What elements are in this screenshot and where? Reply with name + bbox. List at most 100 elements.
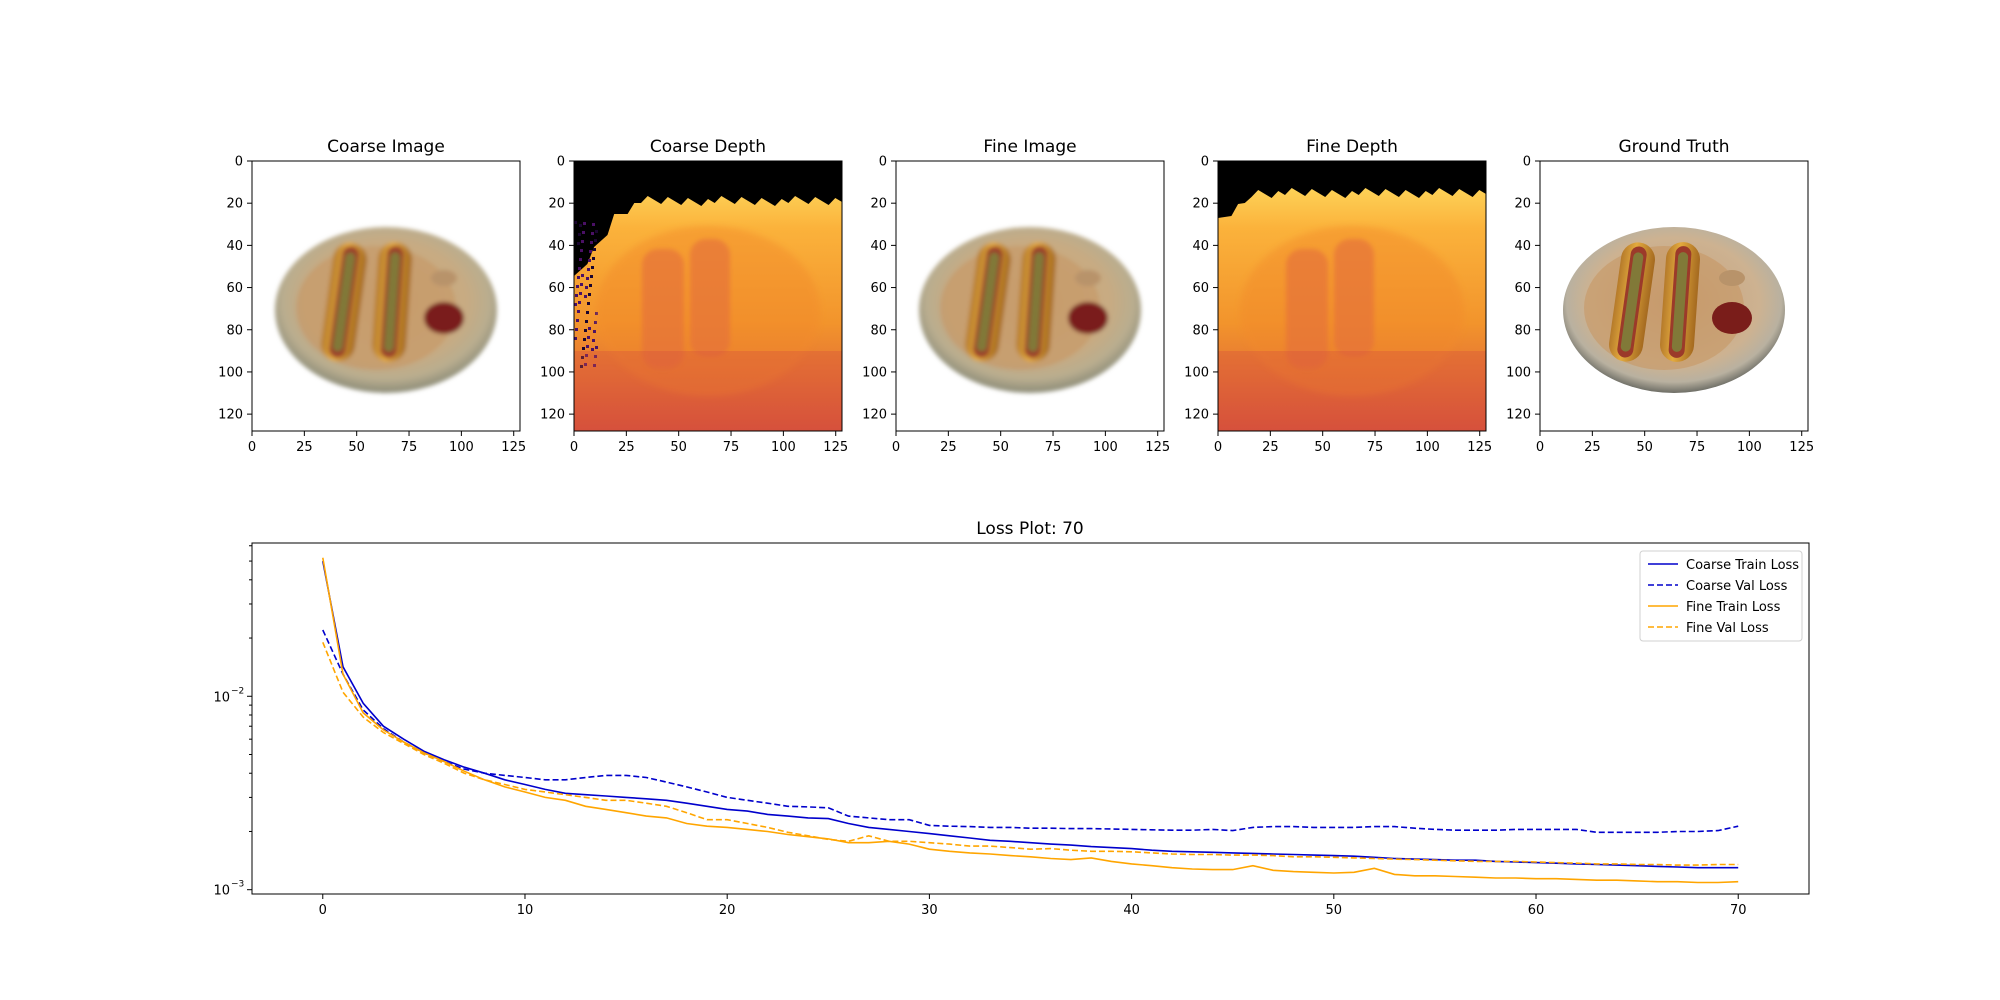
y-tick-label: 80 <box>548 323 565 338</box>
y-tick-label: 120 <box>862 408 887 423</box>
y-tick-label: 100 <box>1506 365 1531 380</box>
panel-title: Fine Image <box>983 137 1076 157</box>
panel-frame <box>895 160 1165 432</box>
legend-label: Fine Train Loss <box>1686 600 1781 615</box>
x-tick-label: 30 <box>921 903 938 918</box>
y-tick-label: 0 <box>1523 155 1531 170</box>
series-fine-train-loss <box>322 557 1739 884</box>
x-tick-label: 100 <box>449 440 474 455</box>
y-tick-label: 20 <box>1192 197 1209 212</box>
x-tick-label: 100 <box>1415 440 1440 455</box>
x-tick-label: 60 <box>1528 903 1545 918</box>
x-tick-label: 75 <box>1367 440 1384 455</box>
x-tick-label: 75 <box>723 440 740 455</box>
panel-title: Coarse Image <box>327 137 445 157</box>
panel-frame <box>1539 160 1809 432</box>
x-tick-label: 125 <box>1789 440 1814 455</box>
y-tick-label: 0 <box>235 155 243 170</box>
y-tick-label: 80 <box>870 323 887 338</box>
panel-title: Ground Truth <box>1618 137 1729 157</box>
y-tick-label: 40 <box>548 239 565 254</box>
x-tick-label: 50 <box>348 440 365 455</box>
y-tick-label: 100 <box>540 365 565 380</box>
plate-image <box>919 227 1141 393</box>
y-tick-label: 80 <box>1514 323 1531 338</box>
x-tick-label: 0 <box>1536 440 1544 455</box>
panel-frame <box>251 160 521 432</box>
y-tick-label: 10 <box>213 884 230 899</box>
legend-label: Coarse Train Loss <box>1686 558 1799 573</box>
x-tick-label: 75 <box>1689 440 1706 455</box>
x-tick-label: 50 <box>670 440 687 455</box>
panel-title: Coarse Depth <box>650 137 766 157</box>
x-tick-label: 125 <box>501 440 526 455</box>
panel-frame <box>573 160 843 432</box>
y-tick-label: 40 <box>870 239 887 254</box>
y-tick-label: 60 <box>226 281 243 296</box>
y-tick-label: 20 <box>870 197 887 212</box>
x-tick-label: 0 <box>248 440 256 455</box>
legend-label: Coarse Val Loss <box>1686 579 1788 594</box>
y-tick-label: 20 <box>548 197 565 212</box>
x-tick-label: 50 <box>1314 440 1331 455</box>
y-tick-label: 60 <box>1192 281 1209 296</box>
legend-frame <box>1639 550 1803 642</box>
depth-map <box>1218 161 1486 431</box>
y-tick-label: 120 <box>540 408 565 423</box>
x-tick-label: 0 <box>319 903 327 918</box>
x-tick-label: 100 <box>1093 440 1118 455</box>
y-tick-label: 120 <box>1506 408 1531 423</box>
y-tick-label: 40 <box>1514 239 1531 254</box>
y-tick-label: 10 <box>213 690 230 705</box>
y-tick-label: 80 <box>226 323 243 338</box>
panel-frame <box>1217 160 1487 432</box>
legend-label: Fine Val Loss <box>1686 621 1769 636</box>
x-tick-label: 75 <box>1045 440 1062 455</box>
x-tick-label: 125 <box>1145 440 1170 455</box>
x-tick-label: 75 <box>401 440 418 455</box>
x-tick-label: 0 <box>892 440 900 455</box>
x-tick-label: 100 <box>1737 440 1762 455</box>
y-tick-label: 40 <box>1192 239 1209 254</box>
x-tick-label: 25 <box>618 440 635 455</box>
x-tick-label: 20 <box>719 903 736 918</box>
x-tick-label: 25 <box>1584 440 1601 455</box>
loss-plot-frame <box>251 542 1810 895</box>
x-tick-label: 0 <box>570 440 578 455</box>
x-tick-label: 25 <box>940 440 957 455</box>
y-tick-label: 120 <box>218 408 243 423</box>
panel-coarse-image: Coarse Image 0 25 50 75 100 125 0 20 40 60 80 100 120 <box>218 137 526 455</box>
panel-coarse-depth: Coarse Depth 0 25 50 75 100 125 0 20 40 60 80 100 120 <box>540 137 848 455</box>
plate-image <box>1563 227 1785 393</box>
y-tick-label: 100 <box>1184 365 1209 380</box>
depth-map <box>574 161 842 431</box>
y-tick-label: 60 <box>870 281 887 296</box>
y-tick-label: 0 <box>1201 155 1209 170</box>
y-tick-label: 100 <box>862 365 887 380</box>
y-tick-label: 120 <box>1184 408 1209 423</box>
series-coarse-train-loss <box>322 560 1739 869</box>
y-tick-label: 60 <box>548 281 565 296</box>
x-tick-label: 50 <box>1636 440 1653 455</box>
x-tick-label: 25 <box>1262 440 1279 455</box>
y-tick-label: 40 <box>226 239 243 254</box>
y-tick-label: 100 <box>218 365 243 380</box>
x-tick-label: 0 <box>1214 440 1222 455</box>
x-tick-label: 50 <box>992 440 1009 455</box>
y-tick-exponent: −3 <box>231 880 244 890</box>
x-tick-label: 25 <box>296 440 313 455</box>
plate-image <box>275 227 497 393</box>
y-tick-label: 0 <box>557 155 565 170</box>
series-coarse-val-loss <box>322 629 1739 834</box>
series-fine-val-loss <box>322 641 1739 866</box>
panel-fine-depth: Fine Depth 0 25 50 75 100 125 0 20 40 60 80 100 120 <box>1184 137 1492 455</box>
x-tick-label: 125 <box>823 440 848 455</box>
x-tick-label: 70 <box>1730 903 1747 918</box>
y-tick-label: 0 <box>879 155 887 170</box>
y-tick-exponent: −2 <box>231 686 244 696</box>
x-tick-label: 40 <box>1123 903 1140 918</box>
legend: Coarse Train Loss Coarse Val Loss Fine Tra… <box>1639 550 1803 642</box>
loss-plot-title: Loss Plot: 70 <box>976 519 1084 539</box>
